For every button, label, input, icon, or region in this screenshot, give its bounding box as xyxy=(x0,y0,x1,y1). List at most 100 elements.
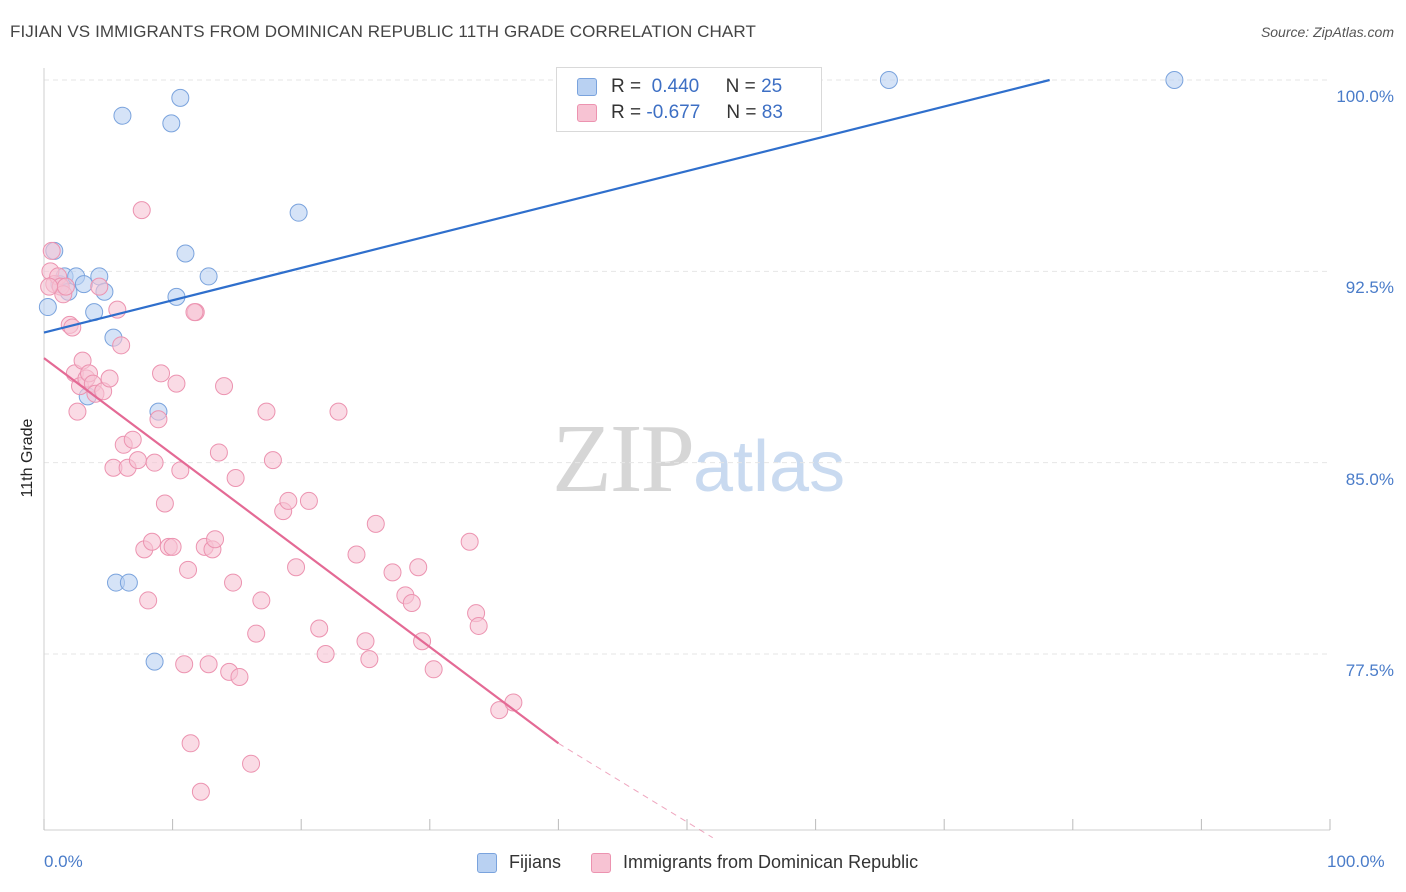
dominican-legend-swatch xyxy=(591,852,612,873)
dominican-point-39 xyxy=(175,655,194,674)
watermark-zip: ZIP xyxy=(552,405,695,513)
dominican-point-70 xyxy=(383,563,402,582)
dominican-point-65 xyxy=(329,402,348,421)
y-tick-label-0: 77.5% xyxy=(1345,661,1394,680)
fijians-point-22 xyxy=(289,203,308,222)
dominican-n-value: 83 xyxy=(761,102,783,123)
fijians-point-19 xyxy=(171,88,190,107)
x-tick-label-max: 100.0% xyxy=(1327,852,1385,871)
fijians-r-label: R = xyxy=(611,76,642,97)
dominican-legend-label: Immigrants from Dominican Republic xyxy=(623,852,919,872)
dominican-point-48 xyxy=(209,443,228,462)
fijians-point-20 xyxy=(176,244,195,263)
fijians-point-15 xyxy=(145,652,164,671)
fijians-point-17 xyxy=(162,114,181,133)
dominican-r-label: R = xyxy=(611,102,642,123)
fijians-point-0 xyxy=(38,298,57,317)
fijians-trend-line xyxy=(43,78,1050,334)
fijians-point-6 xyxy=(74,275,93,294)
fijians-point-23 xyxy=(879,71,898,89)
fijians-point-21 xyxy=(199,267,218,286)
fijians-n-label: N = xyxy=(725,76,756,97)
dominican-trend-extension xyxy=(558,742,713,839)
dominican-point-51 xyxy=(224,573,243,592)
dominican-point-55 xyxy=(247,624,266,643)
dominican-point-63 xyxy=(310,619,329,638)
fijians-point-14 xyxy=(119,573,138,592)
dominican-trend-line xyxy=(43,357,560,745)
dominican-point-6 xyxy=(56,277,75,296)
dominican-point-66 xyxy=(347,545,366,564)
dominican-point-76 xyxy=(460,532,479,551)
dominican-point-37 xyxy=(167,374,186,393)
dominican-swatch xyxy=(577,104,597,122)
y-tick-label-2: 92.5% xyxy=(1345,278,1394,298)
fijians-swatch xyxy=(577,78,597,96)
x-tick-label-min: 0.0% xyxy=(44,852,83,871)
legend-item-dominican[interactable]: Immigrants from Dominican Republic xyxy=(591,852,918,873)
fijians-n-value: 25 xyxy=(761,76,783,97)
dominican-point-78 xyxy=(469,616,488,635)
correlation-legend: R = 0.440 N = 25 R = -0.677 N = 83 xyxy=(556,67,822,132)
dominican-point-33 xyxy=(152,364,171,383)
dominican-point-43 xyxy=(191,782,210,801)
fijians-r-value: 0.440 xyxy=(651,76,700,97)
dominican-point-22 xyxy=(112,336,131,355)
dominican-r-value: -0.677 xyxy=(646,102,701,123)
dominican-point-45 xyxy=(199,655,218,674)
series-legend: Fijians Immigrants from Dominican Republ… xyxy=(477,852,948,873)
dominican-point-1 xyxy=(42,241,61,260)
dominican-point-67 xyxy=(356,632,375,651)
fijians-legend-swatch xyxy=(477,852,497,873)
dominican-n-label: N = xyxy=(726,102,757,123)
dominican-point-75 xyxy=(424,660,443,679)
chart-title: FIJIAN VS IMMIGRANTS FROM DOMINICAN REPU… xyxy=(10,22,756,41)
dominican-point-32 xyxy=(149,410,168,429)
dominican-point-26 xyxy=(128,451,147,470)
dominican-point-29 xyxy=(139,591,158,610)
dominican-point-68 xyxy=(360,650,379,669)
dominican-point-57 xyxy=(257,402,276,421)
dominican-point-10 xyxy=(68,402,87,421)
dominican-point-25 xyxy=(123,430,142,449)
dominican-point-56 xyxy=(252,591,271,610)
dominican-point-27 xyxy=(132,201,151,220)
y-tick-label-1: 85.0% xyxy=(1345,469,1394,489)
dominican-point-47 xyxy=(206,530,225,549)
dominican-point-34 xyxy=(155,494,174,513)
dominican-point-41 xyxy=(181,734,200,753)
dominican-point-17 xyxy=(90,277,109,296)
dominican-point-52 xyxy=(226,468,245,487)
dominican-point-53 xyxy=(230,667,249,686)
fijians-point-13 xyxy=(113,106,132,125)
dominican-point-61 xyxy=(287,558,306,577)
dominican-point-58 xyxy=(263,451,282,470)
watermark-atlas: atlas xyxy=(693,427,846,507)
fijians-legend-label: Fijians xyxy=(509,852,562,872)
legend-row-dominican: R = -0.677 N = 83 xyxy=(577,101,783,125)
y-tick-label-3: 100.0% xyxy=(1336,87,1394,106)
fijians-point-24 xyxy=(1165,71,1184,89)
dominican-point-79 xyxy=(490,701,509,720)
dominican-point-60 xyxy=(279,491,298,510)
dominican-point-82 xyxy=(40,277,59,296)
watermark: ZIPatlas xyxy=(552,403,845,515)
dominican-point-81 xyxy=(185,303,204,322)
dominican-point-54 xyxy=(242,754,261,773)
dominican-point-31 xyxy=(145,453,164,472)
dominican-point-72 xyxy=(402,593,421,612)
y-axis-label: 11th Grade xyxy=(19,418,36,498)
dominican-point-40 xyxy=(179,560,198,579)
dominican-point-69 xyxy=(366,514,385,533)
legend-item-fijians[interactable]: Fijians xyxy=(477,852,561,873)
dominican-point-62 xyxy=(299,491,318,510)
legend-row-fijians: R = 0.440 N = 25 xyxy=(577,75,782,99)
source-label: Source: ZipAtlas.com xyxy=(1260,24,1394,40)
dominican-point-19 xyxy=(100,369,119,388)
dominican-point-49 xyxy=(215,377,234,396)
dominican-point-64 xyxy=(316,645,335,663)
dominican-point-36 xyxy=(163,537,182,556)
dominican-point-38 xyxy=(171,461,190,480)
dominican-point-73 xyxy=(409,558,428,577)
